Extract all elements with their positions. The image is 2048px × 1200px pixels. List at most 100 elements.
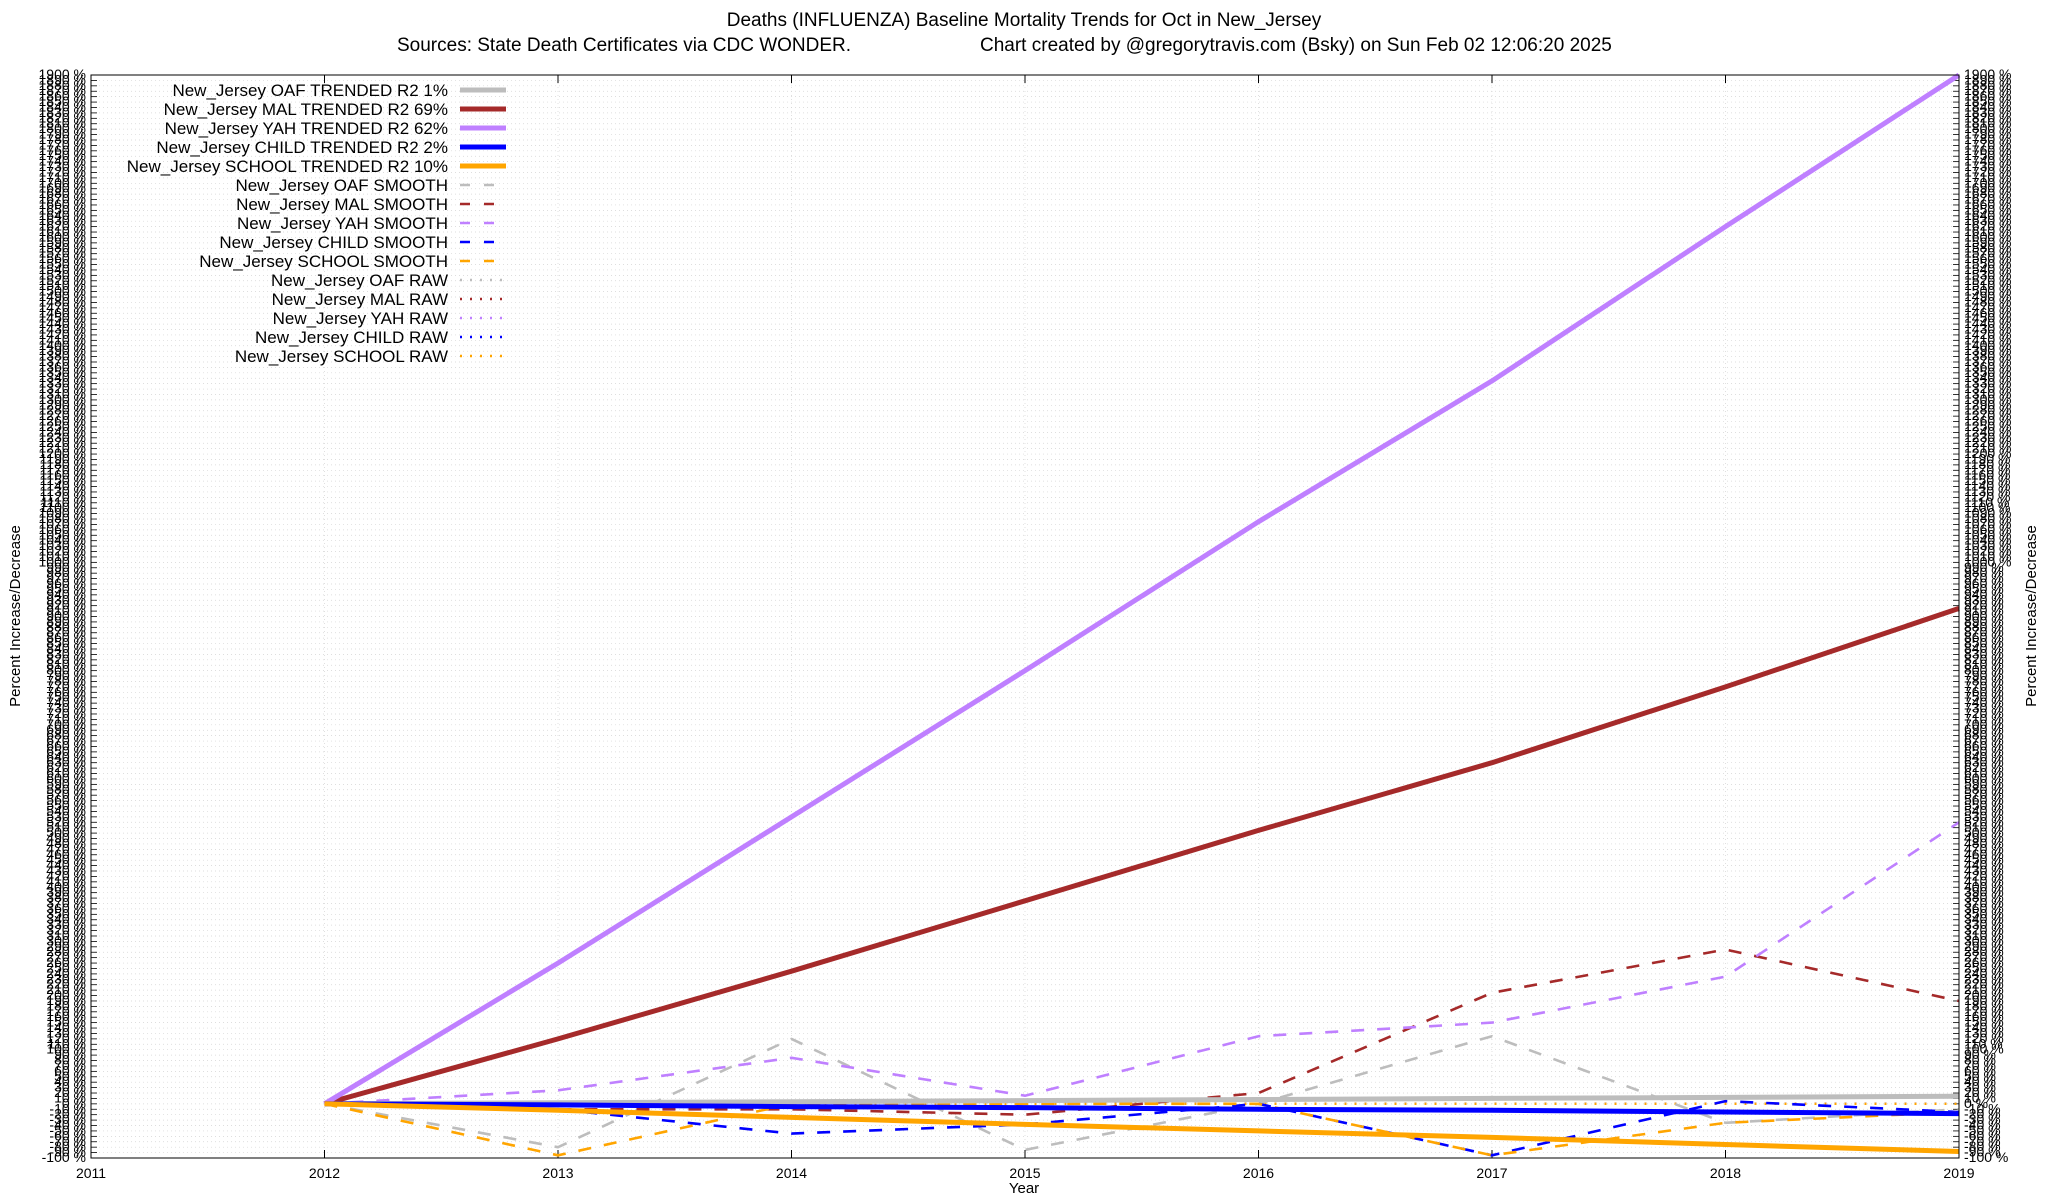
y-tick-label-left: 1410 % [39,331,86,347]
y-tick-label-right: 1450 % [1964,310,2011,326]
y-tick-label-right: 1080 % [1964,510,2011,526]
y-tick-label-right: 540 % [1964,802,2004,818]
y-tick-label-right: 1320 % [1964,380,2011,396]
y-tick-label-left: 860 % [46,629,86,645]
y-tick-label-left: 270 % [46,949,86,965]
y-tick-label-left: 150 % [46,1014,86,1030]
y-tick-label-left: 1630 % [39,212,86,228]
y-axis-left-ticks: -100 %-90 %-80 %-70 %-60 %-50 %-40 %-30 … [39,66,97,1165]
y-tick-label-right: 1140 % [1964,478,2010,494]
y-tick-label-left: -80 % [49,1138,86,1154]
y-tick-label-left: 1430 % [39,321,86,337]
y-tick-label-left: 1180 % [40,456,86,472]
y-tick-label-right: 490 % [1964,830,2004,846]
y-tick-label-right: 400 % [1964,878,2004,894]
y-tick-label-left: 730 % [46,700,86,716]
y-tick-label-left: 960 % [46,575,86,591]
y-tick-label-right: 170 % [1964,1003,2004,1019]
y-tick-label-left: 40 % [54,1073,86,1089]
y-tick-label-right: 660 % [1964,737,2004,753]
y-tick-label-right: 1400 % [1964,337,2011,353]
y-tick-label-left: 1740 % [39,153,86,169]
y-tick-label-left: 490 % [46,830,86,846]
y-tick-label-right: -50 % [1964,1122,2001,1138]
y-tick-label-left: 1020 % [39,543,86,559]
y-tick-label-right: 1240 % [1964,423,2011,439]
series-line-1 [323,606,1960,1107]
y-tick-label-right: 1800 % [1964,120,2011,136]
series-line-7 [324,821,1960,1106]
y-tick-label-left: 1060 % [39,521,86,537]
y-tick-label-left: 50 % [54,1068,86,1084]
y-tick-label-right: -70 % [1964,1133,2001,1149]
y-tick-label-left: 100 % [46,1041,86,1057]
y-tick-label-right: 370 % [1964,894,2004,910]
y-tick-label-left: 1010 % [39,548,86,564]
y-tick-label-right: 850 % [1964,635,2004,651]
y-tick-label-left: 240 % [46,965,86,981]
y-tick-label-right: 910 % [1964,602,2004,618]
y-tick-label-left: 790 % [46,667,86,683]
y-tick-label-right: 190 % [1964,992,2004,1008]
y-tick-label-right: 1570 % [1964,245,2011,261]
y-tick-label-left: 890 % [46,613,86,629]
y-tick-label-right: 1880 % [1964,77,2011,93]
y-tick-label-right: 1710 % [1964,169,2011,185]
y-tick-label-left: 1310 % [39,385,86,401]
y-tick-label-right: 1270 % [1964,407,2011,423]
y-tick-label-left: 280 % [46,943,86,959]
y-tick-label-right: 1350 % [1964,364,2011,380]
x-tick-label: 2018 [1710,1165,1741,1181]
y-tick-label-left: 180 % [46,997,86,1013]
y-tick-label-left: 770 % [46,678,86,694]
y-tick-label-right: 650 % [1964,743,2004,759]
y-tick-label-right: 1040 % [1964,532,2011,548]
y-tick-label-left: 780 % [46,672,86,688]
y-tick-label-right: -80 % [1964,1138,2001,1154]
y-tick-label-right: 1660 % [1964,196,2011,212]
y-tick-label-left: 1820 % [39,109,86,125]
y-tick-label-right: 880 % [1964,618,2004,634]
y-tick-label-left: 1640 % [39,207,86,223]
y-tick-label-left: 1560 % [39,250,86,266]
y-tick-label-right: 800 % [1964,662,2004,678]
y-tick-label-left: 1580 % [39,239,86,255]
y-tick-label-right: 320 % [1964,922,2004,938]
y-tick-label-left: 1860 % [39,88,86,104]
y-tick-label-right: 440 % [1964,857,2004,873]
y-tick-label-left: 1600 % [39,228,86,244]
legend-label: New_Jersey SCHOOL TRENDED R2 10% [127,157,448,176]
series-line-5 [324,1034,1960,1152]
y-tick-label-left: -70 % [49,1133,86,1149]
y-tick-label-right: 310 % [1964,927,2004,943]
series-line-0 [324,1093,1960,1107]
y-tick-label-left: 1770 % [39,136,86,152]
y-tick-label-left: 1460 % [39,304,86,320]
y-tick-label-left: 400 % [46,878,86,894]
y-tick-label-right: 220 % [1964,976,2004,992]
y-tick-label-left: 1340 % [39,369,86,385]
y-tick-label-right: 1850 % [1964,93,2011,109]
series-line-9 [324,1102,1960,1157]
y-tick-label-left: 70 % [54,1057,86,1073]
y-tick-label-right: 1000 % [1964,553,2011,569]
y-tick-label-left: 990 % [46,559,86,575]
y-tick-label-left: 1130 % [40,483,86,499]
y-tick-label-right: 720 % [1964,705,2004,721]
y-tick-label-right: 1210 % [1964,440,2011,456]
y-tick-label-right: 1610 % [1964,223,2011,239]
y-tick-label-right: 860 % [1964,629,2004,645]
y-tick-label-left: 140 % [46,1019,86,1035]
legend-label: New_Jersey OAF RAW [271,271,448,290]
y-tick-label-left: 120 % [46,1030,86,1046]
y-tick-label-left: 1780 % [39,131,86,147]
y-tick-label-left: 170 % [46,1003,86,1019]
x-tick-label: 2016 [1243,1165,1274,1181]
y-tick-label-right: 1760 % [1964,142,2011,158]
legend-label: New_Jersey SCHOOL RAW [235,347,448,366]
y-tick-label-left: 1320 % [39,380,86,396]
y-tick-label-left: 840 % [46,640,86,656]
y-tick-label-right: 110 % [1964,1035,2003,1051]
y-tick-label-right: 690 % [1964,721,2004,737]
